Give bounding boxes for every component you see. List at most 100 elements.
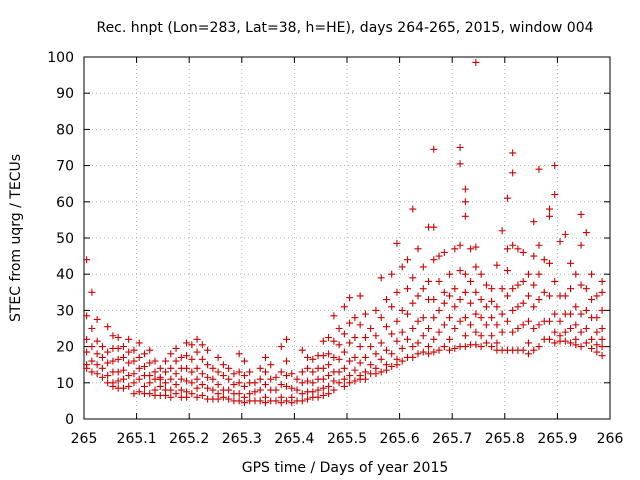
- data-point: [546, 335, 554, 343]
- data-point: [509, 169, 517, 177]
- data-point: [356, 321, 364, 329]
- data-point: [598, 277, 606, 285]
- data-point: [319, 391, 327, 399]
- data-point: [319, 364, 327, 372]
- data-point: [351, 314, 359, 322]
- data-point: [456, 144, 464, 151]
- data-point: [125, 382, 133, 390]
- data-point: [225, 364, 233, 372]
- data-point: [325, 390, 333, 398]
- data-point: [198, 381, 206, 389]
- data-point: [277, 368, 285, 376]
- data-point: [414, 292, 422, 300]
- data-point: [467, 321, 475, 329]
- data-point: [377, 274, 385, 282]
- data-point: [125, 372, 133, 380]
- data-point: [367, 325, 375, 332]
- data-point: [183, 352, 191, 360]
- data-point: [304, 353, 312, 361]
- data-point: [109, 332, 117, 340]
- data-point: [104, 323, 112, 331]
- data-point: [488, 285, 496, 293]
- data-point: [246, 390, 254, 398]
- data-point: [509, 306, 517, 314]
- data-point: [440, 288, 448, 296]
- data-point: [83, 256, 91, 264]
- data-point: [524, 270, 532, 278]
- data-point: [435, 346, 443, 354]
- data-point: [261, 399, 269, 407]
- data-point: [93, 361, 101, 369]
- data-point: [577, 328, 585, 336]
- data-point: [198, 370, 206, 378]
- data-point: [377, 355, 385, 363]
- data-point: [183, 364, 191, 372]
- data-point: [125, 359, 133, 367]
- x-tick-label: 265.7: [432, 431, 472, 447]
- data-point: [83, 348, 91, 356]
- data-point: [551, 310, 559, 318]
- data-point: [304, 395, 312, 403]
- data-point: [319, 384, 327, 392]
- y-tick-label: 10: [56, 376, 74, 392]
- data-point: [256, 386, 264, 394]
- data-point: [446, 335, 454, 343]
- data-point: [467, 245, 475, 253]
- data-point: [456, 241, 464, 249]
- data-point: [204, 346, 212, 354]
- data-point: [419, 348, 427, 356]
- data-point: [377, 368, 385, 376]
- data-point: [561, 328, 569, 336]
- data-point: [461, 332, 469, 340]
- data-point: [546, 205, 554, 213]
- tick-labels: 265 265.1 265.2 265.3 265.4 265.5 265.6 265.7 26…: [47, 50, 623, 447]
- data-point: [225, 386, 233, 394]
- data-point: [340, 348, 348, 356]
- data-point: [146, 372, 154, 380]
- data-point: [172, 344, 180, 352]
- data-point: [503, 267, 511, 275]
- data-point: [219, 361, 227, 369]
- data-point: [119, 343, 127, 351]
- data-point: [209, 364, 217, 372]
- data-point: [546, 212, 554, 220]
- data-point: [272, 386, 280, 394]
- data-point: [314, 386, 322, 394]
- data-point: [351, 377, 359, 385]
- data-point: [482, 321, 490, 329]
- data-point: [440, 343, 448, 351]
- data-point: [446, 292, 454, 300]
- data-point: [519, 346, 527, 354]
- data-point: [261, 368, 269, 376]
- data-point: [272, 373, 280, 381]
- data-point: [488, 332, 496, 340]
- data-point: [193, 335, 201, 343]
- data-point: [135, 339, 143, 347]
- data-point: [256, 397, 264, 405]
- data-point: [493, 321, 501, 329]
- data-point: [514, 281, 522, 289]
- data-point: [83, 335, 91, 343]
- data-point: [346, 379, 354, 387]
- data-point: [382, 323, 390, 331]
- data-point: [498, 310, 506, 318]
- data-point: [283, 397, 291, 405]
- chart-title: Rec. hnpt (Lon=283, Lat=38, h=HE), days …: [96, 20, 593, 36]
- data-point: [503, 245, 511, 253]
- data-point: [414, 317, 422, 325]
- data-point: [340, 364, 348, 372]
- data-point: [409, 299, 417, 307]
- data-point: [156, 375, 164, 383]
- data-point: [330, 353, 338, 361]
- data-point: [235, 390, 243, 398]
- data-point: [398, 263, 406, 271]
- data-point: [461, 314, 469, 322]
- data-point: [209, 375, 217, 383]
- data-point: [493, 261, 501, 269]
- data-point: [167, 375, 175, 383]
- data-point: [235, 350, 243, 358]
- data-point: [330, 337, 338, 345]
- data-point: [283, 357, 291, 365]
- data-point: [593, 328, 601, 336]
- data-point: [514, 245, 522, 253]
